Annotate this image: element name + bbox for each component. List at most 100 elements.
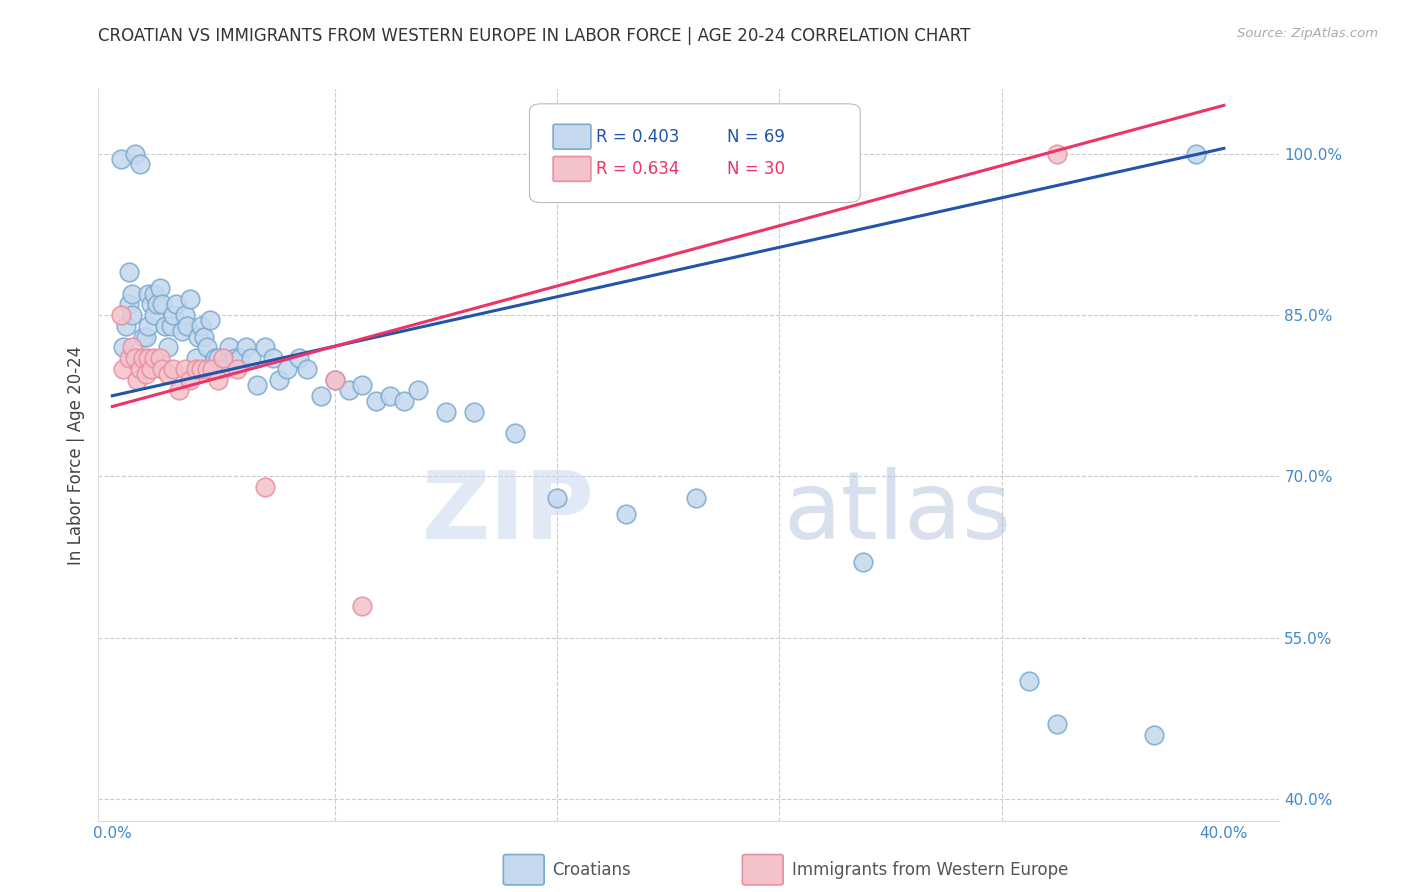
Point xyxy=(287,351,309,365)
Point xyxy=(392,394,415,409)
Point xyxy=(685,491,707,505)
Point xyxy=(323,373,346,387)
Point xyxy=(852,556,875,570)
Point xyxy=(295,362,318,376)
Point xyxy=(138,318,160,333)
Point xyxy=(226,362,249,376)
Text: R = 0.403: R = 0.403 xyxy=(596,128,679,145)
Point xyxy=(135,368,157,382)
Point xyxy=(212,351,235,365)
Point xyxy=(276,362,298,376)
Point xyxy=(254,340,277,354)
Point xyxy=(187,329,209,343)
Point xyxy=(204,351,226,365)
Point xyxy=(143,351,166,365)
Point xyxy=(173,308,195,322)
Y-axis label: In Labor Force | Age 20-24: In Labor Force | Age 20-24 xyxy=(66,345,84,565)
Point xyxy=(1185,146,1208,161)
Point xyxy=(170,324,193,338)
Point xyxy=(124,146,146,161)
Point xyxy=(141,362,163,376)
Point xyxy=(110,152,132,166)
Point xyxy=(156,368,179,382)
Point xyxy=(218,340,240,354)
Point xyxy=(110,308,132,322)
Point xyxy=(193,329,215,343)
Text: Croatians: Croatians xyxy=(553,861,631,879)
Point xyxy=(162,362,184,376)
Point xyxy=(129,351,152,365)
Point xyxy=(207,373,229,387)
Point xyxy=(124,351,146,365)
Text: ZIP: ZIP xyxy=(422,467,595,559)
FancyBboxPatch shape xyxy=(530,103,860,202)
Point xyxy=(254,480,277,494)
Point xyxy=(201,362,224,376)
Point xyxy=(195,362,218,376)
Point xyxy=(167,384,190,398)
Point xyxy=(118,297,141,311)
Point xyxy=(229,351,252,365)
Point xyxy=(121,340,143,354)
Point xyxy=(118,351,141,365)
Point xyxy=(1046,716,1069,731)
Point xyxy=(148,351,170,365)
Point xyxy=(138,351,160,365)
Point xyxy=(246,378,269,392)
Point xyxy=(263,351,285,365)
Point xyxy=(179,373,201,387)
Text: R = 0.634: R = 0.634 xyxy=(596,160,679,178)
Point xyxy=(224,351,246,365)
Point xyxy=(434,405,457,419)
Text: atlas: atlas xyxy=(783,467,1012,559)
Point xyxy=(138,286,160,301)
Point xyxy=(132,329,155,343)
Text: N = 69: N = 69 xyxy=(727,128,785,145)
Point xyxy=(176,318,198,333)
Point xyxy=(406,384,429,398)
Point xyxy=(150,362,173,376)
Point xyxy=(143,286,166,301)
Point xyxy=(148,281,170,295)
Point xyxy=(135,329,157,343)
Point xyxy=(503,426,526,441)
Point xyxy=(240,351,263,365)
Point xyxy=(118,265,141,279)
Point xyxy=(212,362,235,376)
FancyBboxPatch shape xyxy=(553,156,591,181)
Point xyxy=(162,308,184,322)
FancyBboxPatch shape xyxy=(553,124,591,149)
Point xyxy=(112,340,135,354)
Point xyxy=(366,394,388,409)
Text: N = 30: N = 30 xyxy=(727,160,785,178)
Point xyxy=(132,351,155,365)
Text: Source: ZipAtlas.com: Source: ZipAtlas.com xyxy=(1237,27,1378,40)
Point xyxy=(198,313,221,327)
Point xyxy=(190,318,212,333)
Point xyxy=(121,308,143,322)
Point xyxy=(129,362,152,376)
Text: Immigrants from Western Europe: Immigrants from Western Europe xyxy=(792,861,1069,879)
Point xyxy=(153,318,176,333)
Point xyxy=(352,378,374,392)
Point xyxy=(165,297,187,311)
Point xyxy=(323,373,346,387)
Point xyxy=(195,340,218,354)
Point xyxy=(173,362,195,376)
Point xyxy=(141,297,163,311)
Point xyxy=(267,373,290,387)
Point xyxy=(207,351,229,365)
Point xyxy=(184,351,207,365)
Point xyxy=(1143,728,1166,742)
Point xyxy=(159,318,181,333)
Point xyxy=(121,286,143,301)
Text: CROATIAN VS IMMIGRANTS FROM WESTERN EUROPE IN LABOR FORCE | AGE 20-24 CORRELATIO: CROATIAN VS IMMIGRANTS FROM WESTERN EURO… xyxy=(98,27,970,45)
Point xyxy=(1018,673,1040,688)
Point xyxy=(337,384,360,398)
Point xyxy=(146,297,169,311)
Point xyxy=(616,507,638,521)
Point xyxy=(112,362,135,376)
Point xyxy=(463,405,485,419)
Point xyxy=(184,362,207,376)
Point xyxy=(190,362,212,376)
